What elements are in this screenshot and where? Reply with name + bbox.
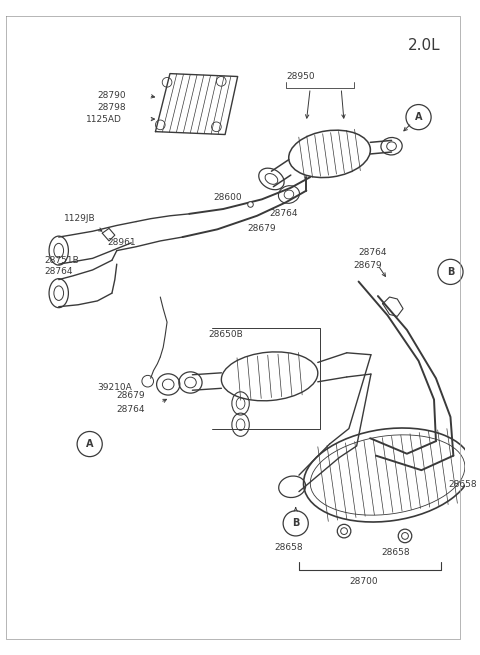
- Text: 28658: 28658: [275, 543, 303, 552]
- Text: B: B: [447, 267, 454, 277]
- Text: 1125AD: 1125AD: [86, 115, 122, 124]
- Text: 28679: 28679: [247, 224, 276, 233]
- Text: B: B: [292, 518, 300, 529]
- Text: 2.0L: 2.0L: [408, 38, 441, 53]
- Text: 39210A: 39210A: [97, 383, 132, 392]
- Text: A: A: [86, 439, 94, 449]
- Text: 28600: 28600: [214, 193, 242, 202]
- Text: 28764: 28764: [117, 405, 145, 414]
- Text: 28764: 28764: [44, 267, 73, 276]
- Text: 1129JB: 1129JB: [63, 214, 95, 223]
- Text: 28961: 28961: [107, 238, 136, 248]
- Text: 28764: 28764: [359, 248, 387, 257]
- Text: 28798: 28798: [97, 103, 126, 112]
- Text: 28950: 28950: [286, 72, 315, 81]
- Text: 28679: 28679: [354, 261, 383, 270]
- Text: 28658: 28658: [381, 548, 409, 557]
- Text: 28700: 28700: [349, 577, 378, 586]
- Text: 28679: 28679: [117, 391, 145, 400]
- Text: A: A: [415, 112, 422, 122]
- Text: 28751B: 28751B: [44, 255, 79, 265]
- Text: 28650B: 28650B: [209, 330, 243, 339]
- Text: 28790: 28790: [97, 91, 126, 100]
- Text: 28764: 28764: [270, 210, 298, 218]
- Text: 28658: 28658: [448, 480, 477, 489]
